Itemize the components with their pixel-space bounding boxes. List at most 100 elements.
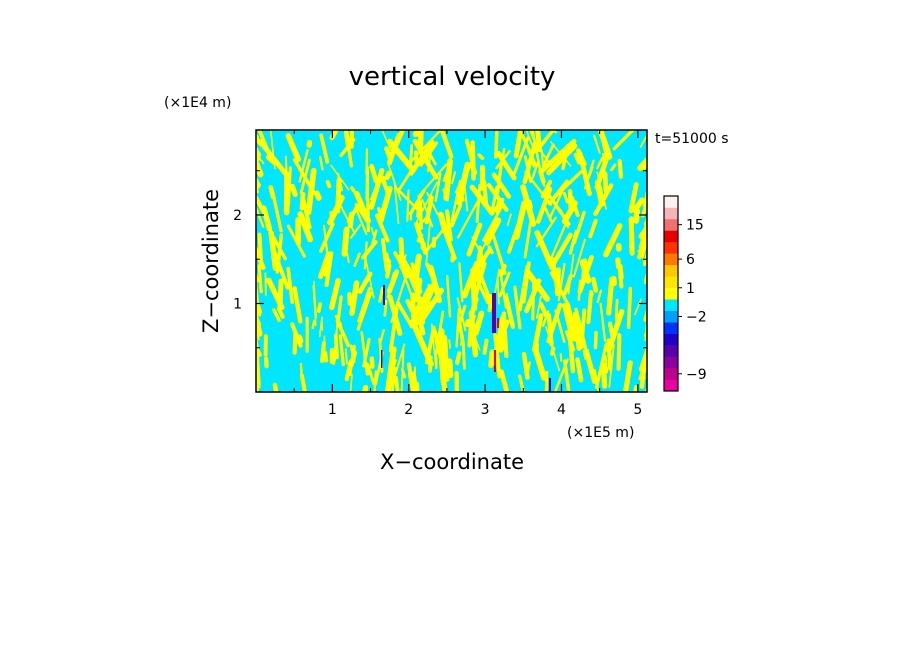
x-tick-label: 5 [633, 402, 642, 418]
x-tick-label: 2 [404, 402, 413, 418]
colorbar-swatch [664, 333, 678, 346]
field-streak-506 [550, 141, 572, 167]
field-streak-315 [606, 338, 613, 371]
field-streak-201 [362, 337, 371, 368]
field-streak-518 [495, 150, 511, 170]
colorbar-label: −9 [686, 367, 707, 383]
y-tick-label: 1 [233, 296, 242, 312]
field-streak-387 [594, 179, 605, 207]
field-streak-458 [572, 238, 586, 278]
field-streak-484 [639, 360, 647, 389]
x-unit-label: (×1E5 m) [567, 425, 634, 441]
field-streak-413 [456, 161, 471, 206]
colorbar-swatch [664, 230, 678, 243]
field-streak-157 [305, 167, 317, 216]
field-streak-326 [386, 138, 416, 173]
field-streak-316 [616, 333, 622, 371]
field-streak-203 [615, 243, 622, 252]
field-streak-176 [494, 130, 499, 159]
field-streak-429 [410, 262, 423, 294]
field-streak-263 [493, 333, 502, 379]
field-streak-89 [532, 313, 544, 353]
field-streak-462 [610, 275, 617, 287]
field-streak-5 [263, 356, 269, 369]
field-streak-418 [408, 139, 435, 176]
field-streak-255 [470, 140, 476, 181]
field-streak-424 [579, 308, 587, 350]
colorbar-label: −2 [686, 309, 707, 325]
field-streak-374 [426, 140, 433, 173]
y-unit-label: (×1E4 m) [164, 95, 231, 111]
field-streak-488 [503, 294, 516, 329]
field-streak-312 [256, 178, 268, 218]
field-streak-494 [583, 159, 595, 190]
field-streak-359 [535, 186, 553, 224]
field-streak-454 [256, 130, 271, 155]
time-label: t=51000 s [655, 131, 729, 147]
field-streak-448 [549, 185, 566, 218]
field-streak-421 [524, 130, 536, 153]
colorbar-swatch [664, 299, 678, 312]
field-streak-301 [531, 161, 540, 179]
field-streak-467 [311, 319, 316, 330]
field-streak-170 [324, 351, 329, 363]
field-streak-313 [632, 385, 639, 392]
field-streak-416 [341, 226, 350, 257]
field-streak-471 [470, 267, 478, 311]
field-streak-474 [389, 362, 394, 379]
field-core-524 [549, 378, 551, 392]
field-streak-403 [501, 311, 509, 359]
field-streak-40 [610, 163, 617, 172]
field-streak-272 [335, 318, 351, 348]
field-streak-373 [513, 285, 522, 330]
field-streak-126 [458, 262, 464, 303]
field-streak-206 [582, 349, 587, 360]
field-streak-492 [604, 355, 609, 374]
field-streak-243 [312, 284, 317, 319]
field-streak-70 [435, 130, 454, 159]
field-streak-290 [603, 223, 623, 258]
field-streak-466 [399, 264, 411, 279]
field-streak-144 [409, 296, 423, 329]
field-streak-482 [643, 273, 647, 285]
field-streak-59 [638, 204, 647, 250]
field-streak-450 [365, 166, 370, 202]
field-streak-232 [324, 251, 334, 288]
field-streak-444 [384, 170, 392, 181]
field-streak-442 [283, 171, 290, 216]
colorbar-swatch [664, 253, 678, 266]
field-streak-452 [488, 349, 495, 369]
field-streak-500 [417, 319, 426, 336]
field-streak-222 [546, 313, 554, 347]
field-streak-78 [314, 190, 322, 201]
field-streak-269 [634, 298, 642, 316]
x-tick-label: 4 [557, 402, 566, 418]
field-streak-440 [518, 265, 529, 312]
field-streak-214 [533, 348, 547, 381]
field-streak-123 [496, 276, 500, 305]
field-streak-376 [333, 316, 339, 361]
field-streak-449 [501, 147, 506, 160]
field-streak-244 [306, 139, 313, 148]
field-streak-164 [541, 143, 555, 168]
field-streak-112 [338, 334, 345, 367]
field-streak-132 [637, 149, 647, 171]
field-streak-80 [450, 203, 463, 228]
field-streak-472 [388, 307, 399, 353]
y-tick-label: 2 [233, 208, 242, 224]
field-streak-351 [269, 130, 276, 170]
field-streak-393 [371, 229, 378, 246]
field-streak-396 [439, 358, 447, 386]
field-streak-350 [628, 182, 639, 214]
field-streak-437 [316, 302, 323, 313]
x-axis: 1 2 3 4 5 [293, 130, 642, 418]
field-streak-486 [493, 197, 505, 213]
field-core-520 [383, 285, 385, 305]
field-core-521 [492, 293, 496, 333]
field-core-525 [497, 318, 499, 328]
field-streak-229 [538, 301, 549, 318]
field-streak-377 [348, 344, 356, 376]
field-streak-275 [642, 152, 647, 172]
field-streak-335 [586, 289, 594, 325]
